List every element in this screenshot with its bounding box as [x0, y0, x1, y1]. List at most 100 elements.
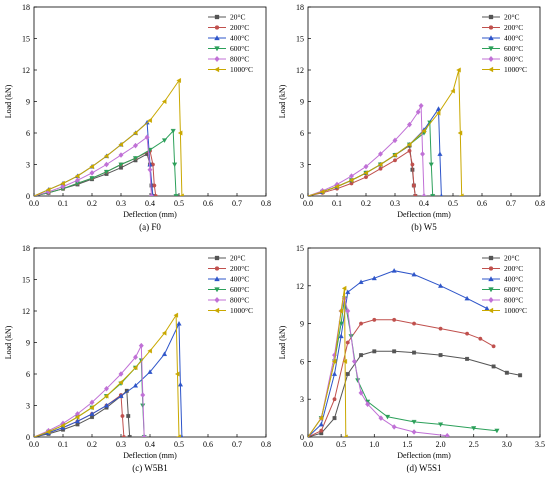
series-200°C: [308, 317, 496, 437]
series-800°C: [34, 342, 147, 437]
series-line: [308, 319, 494, 437]
legend-label: 20°C: [504, 13, 520, 22]
data-point: [174, 371, 180, 377]
x-tick-label: 0.8: [535, 199, 545, 208]
series-line: [34, 389, 131, 437]
legend-marker: [214, 55, 220, 63]
legend-label: 400°C: [230, 34, 249, 43]
data-point: [103, 385, 110, 392]
data-point: [494, 428, 500, 434]
y-tick-label: 0: [300, 433, 304, 442]
data-point: [465, 331, 470, 336]
legend-label: 200°C: [230, 264, 249, 273]
data-point: [351, 358, 357, 365]
legend-marker: [488, 255, 494, 261]
y-tick-label: 3: [26, 402, 30, 411]
data-point: [348, 177, 354, 183]
data-point: [342, 358, 348, 364]
data-point: [132, 354, 139, 361]
data-point: [118, 393, 124, 398]
data-point: [471, 426, 477, 431]
data-point: [363, 163, 369, 170]
data-point: [148, 193, 154, 196]
y-tick-label: 15: [22, 35, 30, 44]
series-line: [308, 69, 463, 196]
data-point: [345, 308, 351, 314]
y-tick-label: 12: [22, 307, 30, 316]
data-point: [331, 358, 337, 364]
y-axis-label: Load (kN): [4, 84, 13, 118]
legend-label: 800°C: [504, 296, 523, 305]
legend-label: 1000°C: [504, 306, 527, 315]
x-tick-label: 0.2: [361, 199, 371, 208]
data-point: [176, 77, 181, 84]
data-point: [177, 130, 183, 136]
plot-frame: [307, 247, 541, 438]
data-point: [359, 353, 363, 358]
data-point: [428, 162, 434, 168]
x-tick-label: 1.0: [369, 440, 379, 449]
data-point: [484, 305, 490, 311]
data-point: [132, 142, 139, 149]
data-point: [418, 102, 424, 109]
x-tick-label: 0.4: [145, 440, 155, 449]
legend-marker: [488, 296, 494, 304]
data-point: [45, 187, 51, 193]
data-point: [406, 141, 412, 148]
legend-marker: [214, 35, 220, 41]
x-axis-label: Deflection (mm): [397, 210, 451, 219]
data-point: [338, 308, 344, 314]
data-point: [411, 419, 417, 425]
panel-caption: (c) W5B1: [132, 463, 168, 473]
x-tick-label: 2.0: [436, 440, 446, 449]
data-point: [103, 153, 109, 159]
data-point: [318, 415, 324, 421]
data-point: [341, 285, 347, 291]
panel-caption: (b) W5: [411, 222, 437, 232]
data-point: [412, 350, 417, 355]
data-point: [444, 432, 450, 437]
x-tick-label: 0.7: [506, 199, 516, 208]
legend-marker: [488, 46, 494, 52]
data-point: [456, 67, 461, 73]
y-tick-label: 6: [300, 129, 304, 138]
legend-label: 1000°C: [230, 306, 253, 315]
data-point: [121, 435, 126, 437]
y-tick-label: 9: [300, 320, 304, 329]
x-tick-label: 0.1: [332, 199, 342, 208]
x-tick-label: 0.8: [261, 440, 271, 449]
data-point: [365, 401, 371, 408]
data-point: [74, 177, 81, 184]
series-800°C: [34, 134, 154, 196]
y-tick-label: 6: [26, 129, 30, 138]
y-tick-label: 3: [300, 161, 304, 170]
y-tick-label: 12: [296, 66, 304, 75]
legend-marker: [214, 46, 220, 52]
data-point: [74, 414, 80, 420]
data-point: [138, 342, 144, 349]
legend-marker: [214, 25, 220, 30]
data-point: [384, 414, 391, 420]
x-tick-label: 0.5: [174, 440, 184, 449]
data-point: [118, 152, 124, 158]
data-point: [118, 371, 124, 377]
legend-label: 1000°C: [230, 65, 253, 74]
data-point: [393, 158, 397, 163]
data-point: [153, 194, 158, 196]
data-point: [89, 405, 94, 411]
series-600°C: [308, 120, 436, 196]
data-point: [345, 289, 351, 295]
data-point: [377, 151, 384, 157]
data-point: [438, 353, 443, 358]
x-tick-label: 0.3: [116, 440, 126, 449]
x-tick-label: 0.4: [145, 199, 155, 208]
legend-marker: [214, 255, 220, 261]
legend-label: 20°C: [504, 254, 520, 263]
legend-marker: [214, 14, 220, 20]
legend-label: 600°C: [504, 44, 523, 53]
y-tick-label: 9: [300, 98, 304, 107]
data-point: [74, 173, 80, 179]
y-tick-label: 6: [26, 370, 30, 379]
x-tick-label: 0.4: [419, 199, 429, 208]
legend-marker: [214, 276, 220, 282]
